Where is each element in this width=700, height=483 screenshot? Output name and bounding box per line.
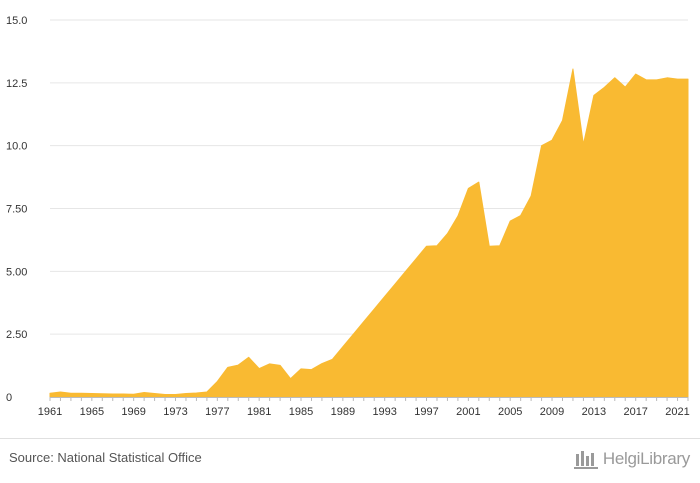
brand-logo[interactable]: HelgiLibrary bbox=[573, 447, 690, 471]
source-note: Source: National Statistical Office bbox=[9, 450, 202, 465]
x-tick-label: 1973 bbox=[163, 406, 187, 418]
footer-divider bbox=[0, 438, 700, 439]
x-tick-label: 2009 bbox=[540, 406, 564, 418]
axes bbox=[49, 397, 689, 401]
x-tick-label: 2013 bbox=[582, 406, 606, 418]
x-tick-label: 1997 bbox=[414, 406, 438, 418]
y-tick-label: 15.0 bbox=[6, 15, 27, 27]
y-axis-ticks: 0 2.50 5.00 7.50 10.0 12.5 15.0 bbox=[6, 15, 27, 404]
series-area-layer bbox=[49, 68, 689, 398]
library-icon bbox=[573, 451, 598, 469]
x-tick-label: 1985 bbox=[289, 406, 313, 418]
x-tick-label: 2005 bbox=[498, 406, 522, 418]
y-tick-label: 7.50 bbox=[6, 204, 27, 216]
y-tick-label: 2.50 bbox=[6, 329, 27, 341]
y-tick-label: 12.5 bbox=[6, 78, 27, 90]
x-tick-label: 1969 bbox=[121, 406, 145, 418]
x-tick-label: 1965 bbox=[80, 406, 104, 418]
brand-name: HelgiLibrary bbox=[602, 449, 690, 468]
y-tick-label: 10.0 bbox=[6, 141, 27, 153]
series-area bbox=[49, 68, 689, 398]
x-tick-label: 2021 bbox=[665, 406, 689, 418]
x-tick-label: 2001 bbox=[456, 406, 480, 418]
y-tick-label: 0 bbox=[6, 392, 12, 404]
y-tick-label: 5.00 bbox=[6, 266, 27, 278]
x-axis-ticks: 1961 1965 1969 1973 1977 1981 1985 1989 1993 1997… bbox=[38, 406, 690, 418]
x-tick-label: 1989 bbox=[331, 406, 355, 418]
x-tick-label: 1961 bbox=[38, 406, 62, 418]
x-tick-label: 1993 bbox=[372, 406, 396, 418]
x-tick-label: 1977 bbox=[205, 406, 229, 418]
x-tick-label: 2017 bbox=[623, 406, 647, 418]
x-tick-label: 1981 bbox=[247, 406, 271, 418]
